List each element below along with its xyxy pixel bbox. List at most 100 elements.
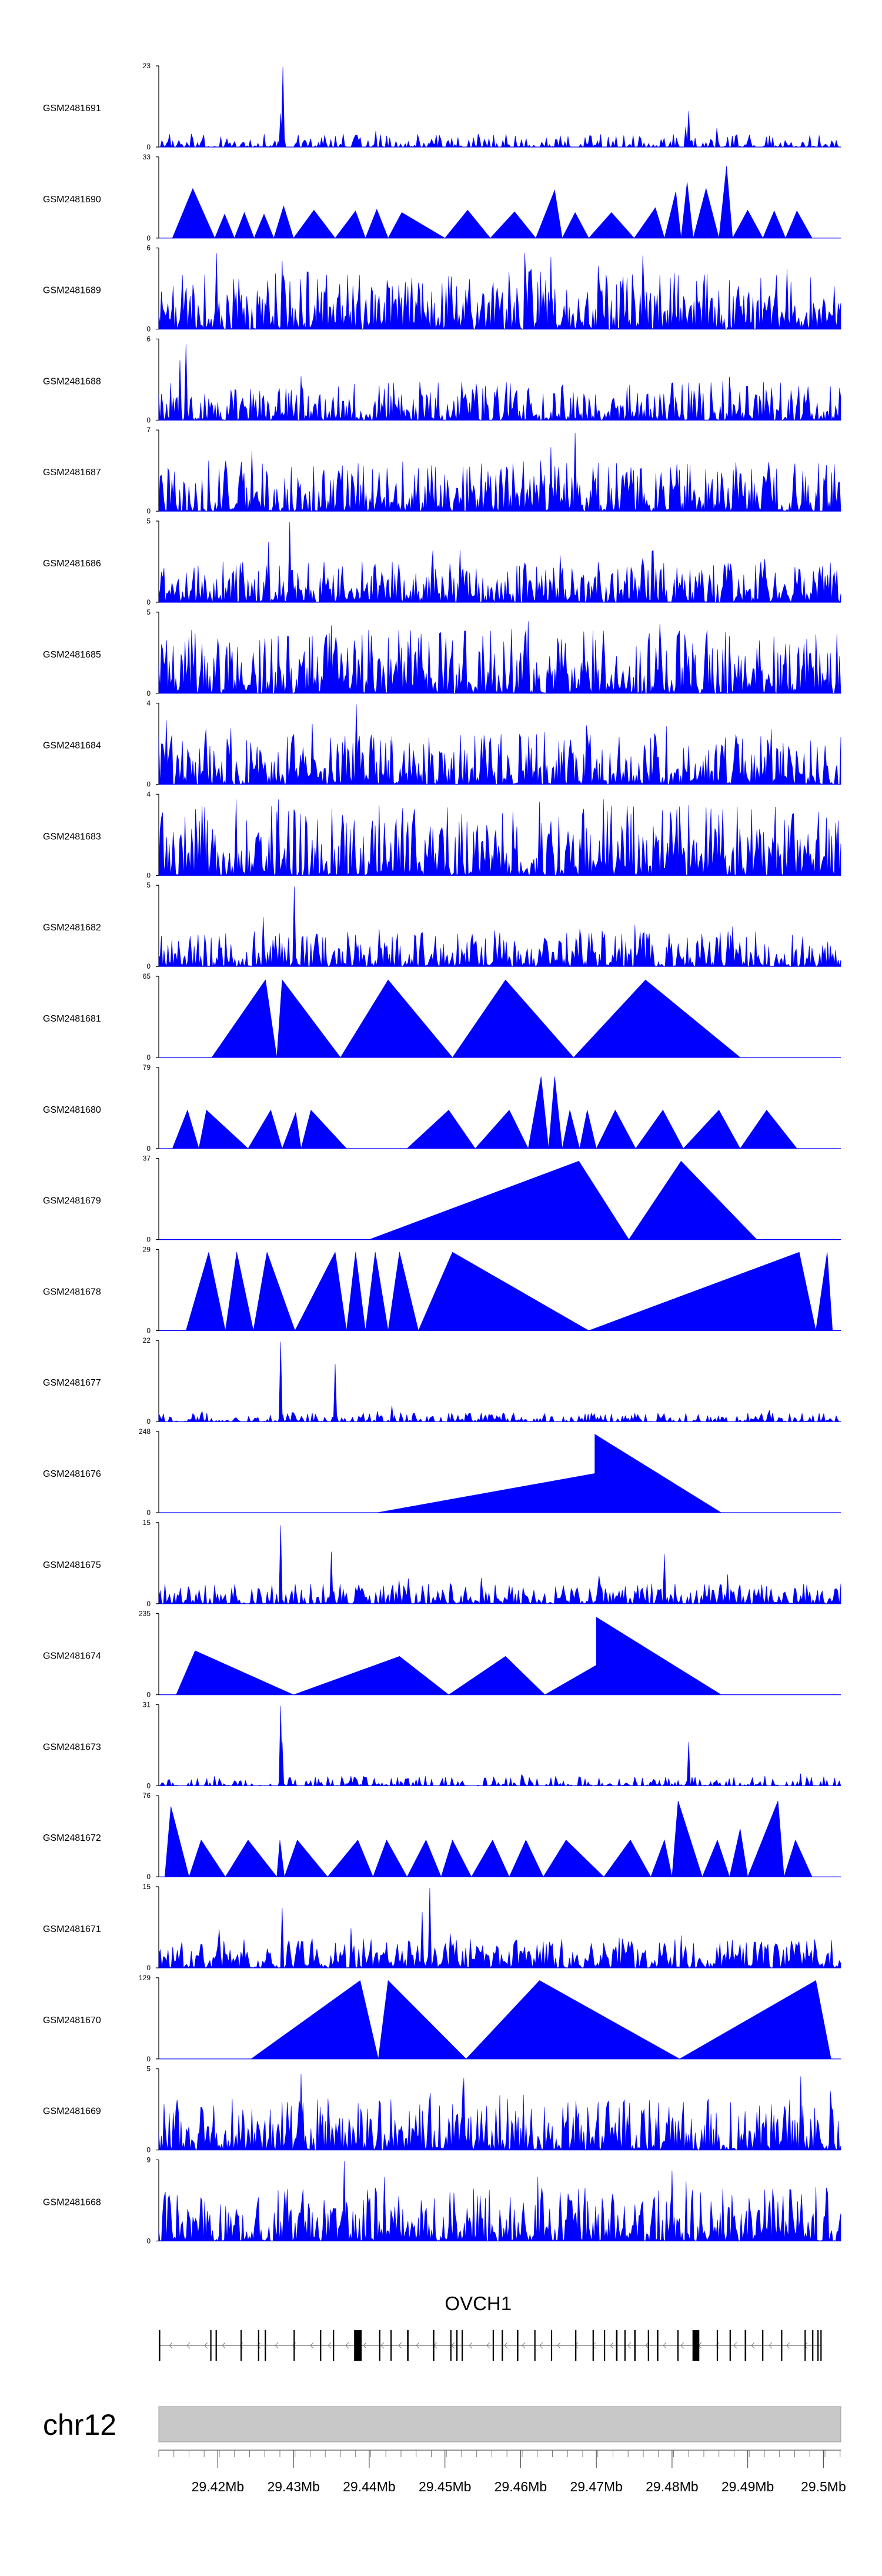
coverage-peak — [250, 1980, 379, 2060]
coverage-peak — [342, 2161, 346, 2241]
coverage-peak — [548, 1076, 563, 1149]
y-axis-max-label: 79 — [143, 1063, 151, 1072]
chromosome-label: chr12 — [43, 2408, 116, 2441]
sample-label: GSM2481683 — [43, 832, 101, 842]
coverage-peak — [543, 1840, 604, 1877]
coverage-peak — [376, 1473, 595, 1513]
exon — [616, 2330, 618, 2361]
track-GSM2481690: GSM2481690 33 0 — [43, 153, 841, 242]
coverage-peak — [440, 1839, 472, 1877]
sample-label: GSM2481670 — [43, 2016, 101, 2026]
strand-arrow-icon — [257, 2342, 261, 2349]
coverage-profile — [158, 550, 841, 603]
track-GSM2481688: GSM2481688 6 0 — [43, 335, 841, 424]
strand-arrow-icon — [716, 2342, 720, 2349]
coverage-peak — [466, 1980, 680, 2060]
strand-arrow-icon — [522, 2342, 526, 2349]
coverage-peak — [732, 209, 763, 239]
y-axis-min-label: 0 — [146, 507, 151, 515]
coverage-profile — [158, 925, 841, 967]
y-axis-max-label: 5 — [146, 881, 151, 889]
exon — [781, 2330, 783, 2361]
y-axis-min-label: 0 — [146, 2055, 151, 2063]
sample-label: GSM2481674 — [43, 1651, 101, 1661]
coverage-peak — [253, 213, 275, 239]
track-GSM2481684: GSM2481684 4 0 — [43, 699, 841, 789]
exon — [657, 2330, 659, 2361]
y-axis-min-label: 0 — [146, 143, 151, 151]
coverage-peak — [420, 1911, 425, 1968]
exon — [647, 2330, 649, 2361]
coverage-peak — [354, 704, 359, 785]
coverage-peak — [686, 1741, 691, 1786]
coverage-peak — [185, 1252, 226, 1331]
y-axis-max-label: 37 — [143, 1154, 151, 1163]
coverage-peak — [276, 1840, 285, 1877]
coverage-peak — [378, 1980, 467, 2060]
strand-arrow-icon — [786, 2342, 790, 2349]
y-axis-min-label: 0 — [146, 1781, 151, 1790]
coverage-peak — [683, 126, 688, 148]
exon — [390, 2330, 392, 2361]
gene-name: OVCH1 — [445, 2293, 512, 2314]
coverage-peak — [683, 1109, 741, 1149]
coverage-peak — [198, 1109, 249, 1149]
track-GSM2481668: GSM2481668 9 0 — [43, 2155, 841, 2245]
coverage-peak — [740, 1109, 797, 1149]
coverage-peak — [300, 1109, 347, 1149]
coverage-peak — [549, 447, 553, 512]
exon — [433, 2330, 435, 2361]
sample-label: GSM2481678 — [43, 1287, 101, 1297]
exon — [634, 2330, 636, 2361]
strand-arrow-icon — [469, 2342, 473, 2349]
coverage-peak — [729, 1828, 748, 1877]
coverage-tracks: GSM2481691230GSM2481690330GSM248168960GS… — [43, 62, 841, 2245]
track-GSM2481686: GSM2481686 5 0 — [43, 517, 841, 606]
strand-arrow-icon — [663, 2342, 667, 2349]
sample-label: GSM2481680 — [43, 1105, 101, 1115]
exon — [265, 2330, 266, 2361]
x-axis-tick-label: 29.49Mb — [721, 2479, 774, 2494]
coverage-peak — [490, 211, 536, 239]
coverage-peak — [189, 1839, 226, 1877]
strand-arrow-icon — [363, 2342, 367, 2349]
coverage-peak — [562, 212, 589, 239]
coverage-peak — [406, 1110, 476, 1149]
track-GSM2481683: GSM2481683 4 0 — [43, 790, 841, 879]
coverage-peak — [596, 1109, 636, 1149]
y-axis-min-label: 0 — [146, 1873, 151, 1881]
strand-arrow-icon — [751, 2342, 755, 2349]
coverage-peak — [211, 979, 278, 1058]
y-axis-min-label: 0 — [146, 871, 151, 879]
coverage-peak — [293, 1656, 449, 1695]
strand-arrow-icon — [222, 2342, 226, 2349]
coverage-peak — [448, 1656, 546, 1695]
coverage-peak — [234, 212, 255, 239]
x-axis-tick-label: 29.5Mb — [801, 2479, 846, 2494]
y-axis-min-label: 0 — [146, 234, 151, 242]
exon — [462, 2330, 463, 2361]
coverage-peak — [562, 1110, 580, 1149]
strand-arrow-icon — [610, 2342, 614, 2349]
coverage-profile — [158, 1773, 841, 1787]
sample-label: GSM2481686 — [43, 559, 101, 569]
exon — [692, 2330, 700, 2361]
strand-arrow-icon — [769, 2342, 773, 2349]
exon — [817, 2330, 819, 2361]
coverage-peak — [278, 1342, 283, 1422]
x-axis-tick-label: 29.46Mb — [495, 2479, 547, 2494]
coverage-peak — [783, 1839, 813, 1877]
coverage-peak — [382, 2177, 387, 2241]
coverage-profile — [158, 253, 841, 330]
strand-arrow-icon — [239, 2342, 243, 2349]
track-GSM2481689: GSM2481689 6 0 — [43, 244, 841, 333]
track-GSM2481678: GSM2481678 29 0 — [43, 1245, 841, 1334]
coverage-peak — [573, 979, 741, 1058]
y-axis-max-label: 7 — [146, 426, 151, 434]
strand-arrow-icon — [486, 2342, 490, 2349]
y-axis-min-label: 0 — [146, 1236, 151, 1244]
coverage-peak — [762, 210, 786, 239]
x-axis-tick-label: 29.42Mb — [192, 2479, 245, 2494]
coverage-peak — [635, 1109, 684, 1149]
